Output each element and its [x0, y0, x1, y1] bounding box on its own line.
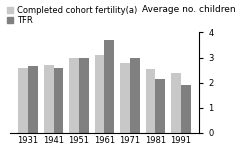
Bar [146, 69, 156, 133]
Bar [79, 58, 89, 133]
Bar [156, 79, 165, 133]
Bar [130, 58, 140, 133]
Bar [120, 63, 130, 133]
Bar [18, 68, 28, 133]
Bar [28, 66, 38, 133]
Bar [53, 68, 63, 133]
Bar [104, 40, 114, 133]
Legend: Completed cohort fertility(a), TFR: Completed cohort fertility(a), TFR [7, 6, 137, 25]
Bar [181, 85, 191, 133]
Bar [44, 65, 53, 133]
Bar [171, 73, 181, 133]
Text: Average no. children: Average no. children [142, 5, 236, 14]
Bar [69, 58, 79, 133]
Bar [95, 55, 104, 133]
